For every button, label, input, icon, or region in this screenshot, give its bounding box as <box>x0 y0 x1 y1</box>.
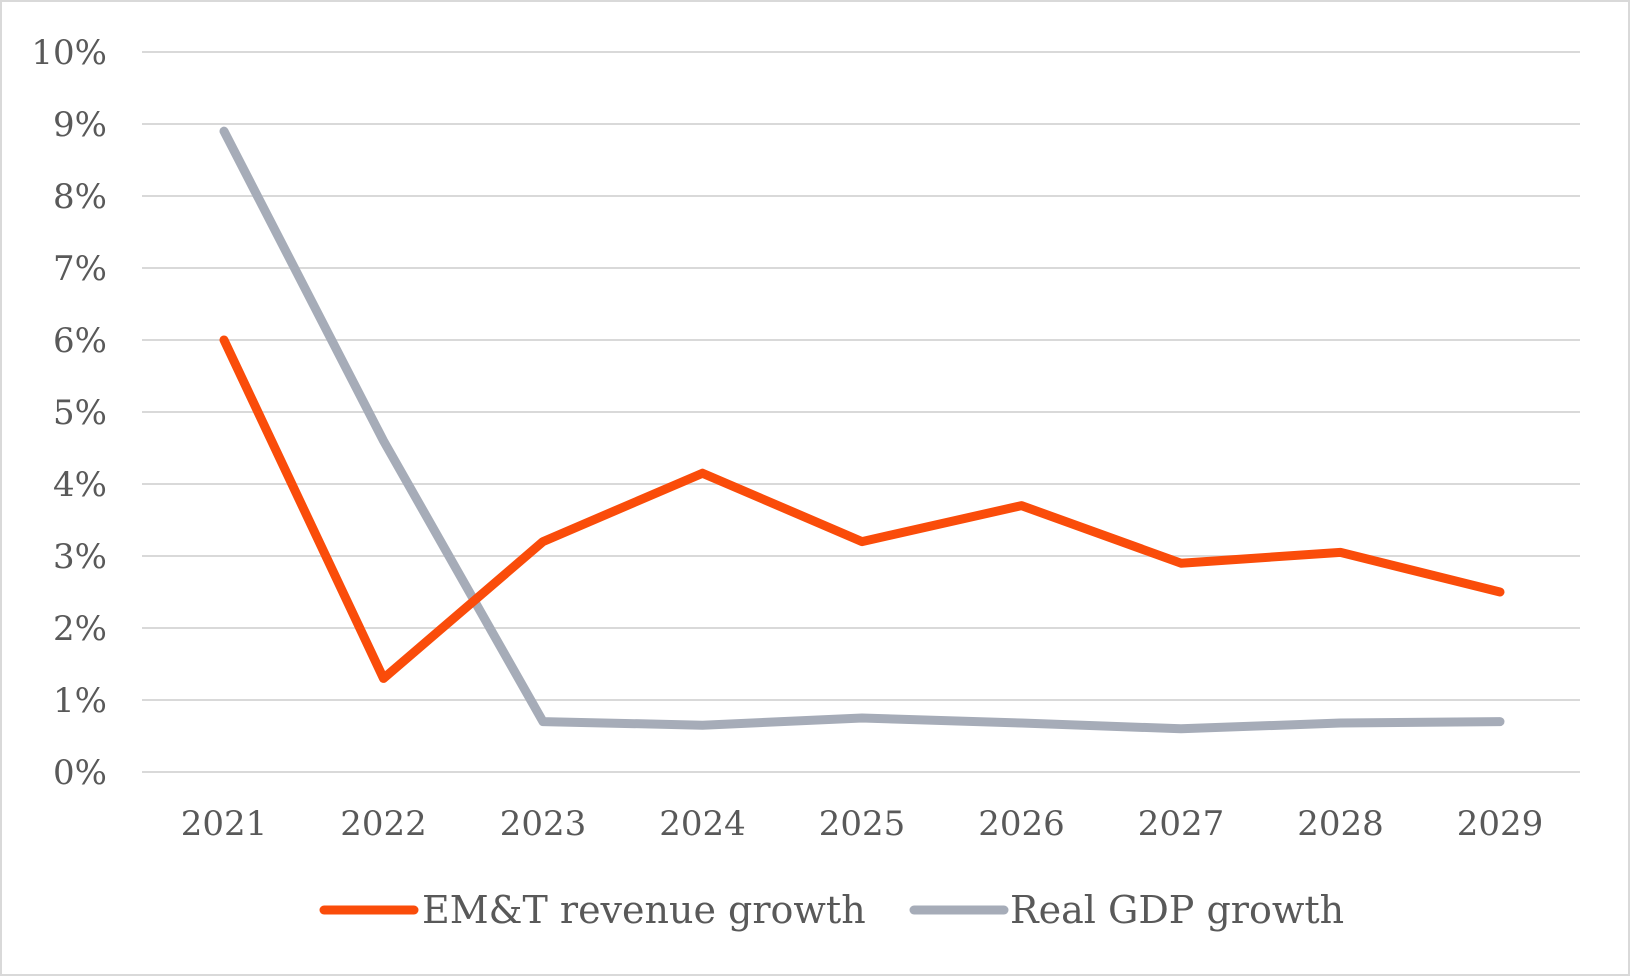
y-tick-label: 7% <box>53 249 107 289</box>
y-tick-label: 9% <box>53 105 107 145</box>
x-tick-label: 2027 <box>1138 804 1225 844</box>
x-axis-tick-labels: 2021 2022 2023 2024 2025 2026 2027 2028 2029 <box>181 804 1544 844</box>
legend-label: EM&T revenue growth <box>422 888 866 932</box>
legend: EM&T revenue growth Real GDP growth <box>319 888 1344 932</box>
x-tick-label: 2029 <box>1457 804 1544 844</box>
x-tick-label: 2028 <box>1297 804 1384 844</box>
gridlines <box>142 51 1580 773</box>
x-tick-label: 2021 <box>181 804 268 844</box>
y-tick-label: 3% <box>53 537 107 577</box>
y-tick-label: 8% <box>53 177 107 217</box>
x-tick-label: 2023 <box>500 804 587 844</box>
series-line-1 <box>219 126 1505 734</box>
y-tick-label: 2% <box>53 609 107 649</box>
y-tick-label: 10% <box>31 33 107 73</box>
x-tick-label: 2025 <box>819 804 906 844</box>
y-tick-label: 6% <box>53 321 107 361</box>
series-lines <box>219 126 1505 734</box>
y-tick-label: 4% <box>53 465 107 505</box>
y-tick-label: 5% <box>53 393 107 433</box>
y-tick-label: 1% <box>53 681 107 721</box>
legend-label: Real GDP growth <box>1010 888 1344 932</box>
x-tick-label: 2026 <box>978 804 1065 844</box>
y-axis-tick-labels: 0% 1% 2% 3% 4% 5% 6% 7% 8% 9% 10% <box>31 33 107 793</box>
y-tick-label: 0% <box>53 753 107 793</box>
x-tick-label: 2022 <box>340 804 427 844</box>
x-tick-label: 2024 <box>659 804 746 844</box>
